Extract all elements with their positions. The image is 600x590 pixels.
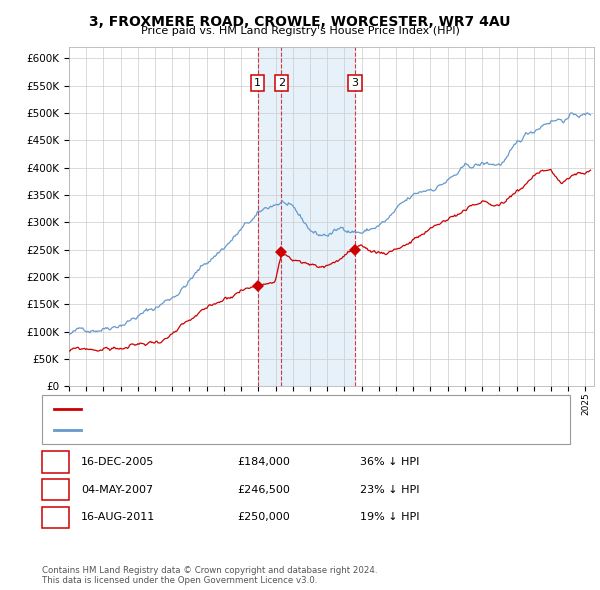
Text: 2: 2 xyxy=(52,485,59,494)
Text: 16-DEC-2005: 16-DEC-2005 xyxy=(81,457,154,467)
Text: 19% ↓ HPI: 19% ↓ HPI xyxy=(360,513,419,522)
Text: 36% ↓ HPI: 36% ↓ HPI xyxy=(360,457,419,467)
Text: Price paid vs. HM Land Registry's House Price Index (HPI): Price paid vs. HM Land Registry's House … xyxy=(140,26,460,36)
Bar xyxy=(257,47,281,386)
Text: 23% ↓ HPI: 23% ↓ HPI xyxy=(360,485,419,494)
Text: £184,000: £184,000 xyxy=(237,457,290,467)
Text: 04-MAY-2007: 04-MAY-2007 xyxy=(81,485,153,494)
Text: 3: 3 xyxy=(52,513,59,522)
Text: Contains HM Land Registry data © Crown copyright and database right 2024.
This d: Contains HM Land Registry data © Crown c… xyxy=(42,566,377,585)
Text: 1: 1 xyxy=(52,457,59,467)
Text: £246,500: £246,500 xyxy=(237,485,290,494)
Text: 1: 1 xyxy=(254,78,261,88)
Text: 3, FROXMERE ROAD, CROWLE, WORCESTER, WR7 4AU (detached house): 3, FROXMERE ROAD, CROWLE, WORCESTER, WR7… xyxy=(87,404,443,414)
Text: HPI: Average price, detached house, Wychavon: HPI: Average price, detached house, Wych… xyxy=(87,425,319,435)
Text: 3, FROXMERE ROAD, CROWLE, WORCESTER, WR7 4AU: 3, FROXMERE ROAD, CROWLE, WORCESTER, WR7… xyxy=(89,15,511,29)
Text: 2: 2 xyxy=(278,78,285,88)
Text: £250,000: £250,000 xyxy=(237,513,290,522)
Text: 3: 3 xyxy=(352,78,359,88)
Text: 16-AUG-2011: 16-AUG-2011 xyxy=(81,513,155,522)
Bar xyxy=(281,47,355,386)
